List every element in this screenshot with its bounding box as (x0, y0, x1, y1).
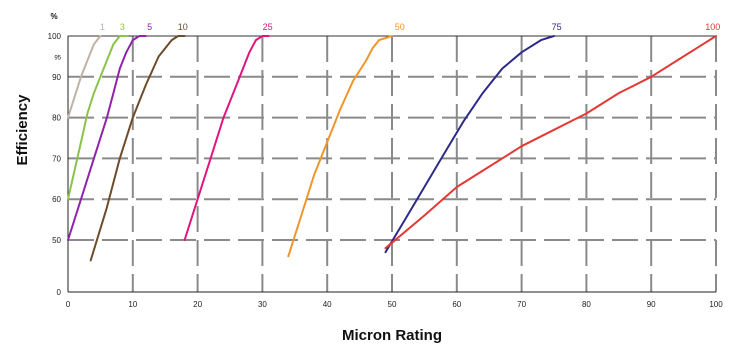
series-label-100: 100 (705, 22, 720, 32)
x-tick-label: 90 (647, 300, 656, 309)
y-tick-label: 70 (52, 154, 61, 163)
series-line-25 (183, 35, 270, 241)
x-tick-label: 20 (193, 300, 202, 309)
x-tick-label: 0 (66, 300, 71, 309)
series-line-3 (67, 35, 128, 201)
x-tick-label: 40 (323, 300, 332, 309)
series-label-5: 5 (147, 22, 152, 32)
y-axis-title: Efficiency (14, 94, 31, 166)
series-lines (67, 35, 717, 262)
tick-labels: 0 10 20 30 40 50 60 70 80 90 100 50 60 70 80 90 95 100 0 (48, 32, 724, 309)
y-tick-label: 90 (52, 73, 61, 82)
series-line-50 (287, 35, 393, 258)
series-labels: 1 3 5 10 25 50 75 100 (100, 22, 720, 32)
y-tick-label-zero: 0 (57, 288, 62, 297)
series-label-50: 50 (395, 22, 405, 32)
x-tick-label: 10 (128, 300, 137, 309)
y-tick-label: 95 (54, 55, 61, 61)
axes (67, 36, 716, 293)
series-label-10: 10 (178, 22, 188, 32)
y-unit-label: % (50, 12, 57, 21)
x-tick-label: 30 (258, 300, 267, 309)
series-line-75 (384, 35, 555, 254)
series-line-10 (89, 35, 186, 262)
x-tick-label: 50 (388, 300, 397, 309)
series-line-1 (67, 35, 102, 119)
grid (68, 35, 717, 292)
y-tick-label: 80 (52, 114, 61, 123)
y-tick-label: 100 (48, 32, 62, 41)
x-axis-title: Micron Rating (342, 327, 442, 344)
series-label-25: 25 (263, 22, 273, 32)
y-tick-label: 60 (52, 195, 61, 204)
series-label-1: 1 (100, 22, 105, 32)
series-label-3: 3 (120, 22, 125, 32)
x-tick-label: 80 (582, 300, 591, 309)
series-line-100 (384, 35, 717, 250)
series-label-75: 75 (552, 22, 562, 32)
x-tick-label: 100 (709, 300, 723, 309)
x-tick-label: 60 (452, 300, 461, 309)
series-line-5 (67, 35, 147, 241)
y-tick-label: 50 (52, 236, 61, 245)
x-tick-label: 70 (517, 300, 526, 309)
